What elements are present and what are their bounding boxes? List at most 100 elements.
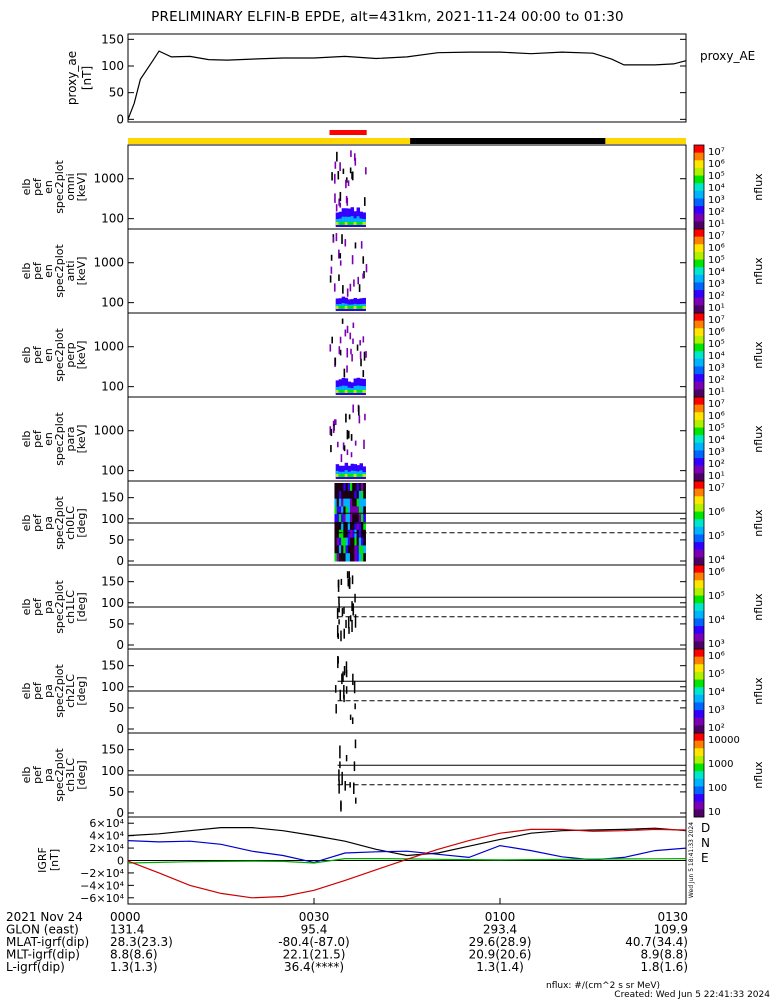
- colorbar-label: 10⁴: [708, 183, 725, 194]
- tick-label: 0: [116, 554, 124, 568]
- data-dash: [332, 420, 335, 427]
- data-dash: [338, 274, 340, 281]
- footer-cell: 131.4: [110, 923, 144, 937]
- colorbar-label: 10⁷: [708, 231, 725, 242]
- flux-cell: [338, 514, 342, 523]
- colorbar-label: 10000: [708, 735, 740, 746]
- colorbar-swatch: [694, 427, 704, 436]
- colorbar-swatch: [694, 198, 704, 207]
- flux-cell: [341, 537, 344, 546]
- flux-cell: [345, 514, 349, 523]
- colorbar-swatch: [694, 450, 704, 459]
- colorbar-swatch: [694, 335, 704, 344]
- tick-label: 150: [101, 575, 124, 589]
- flux-cell: [338, 222, 343, 225]
- tick-label: 0: [116, 638, 124, 652]
- flux-cell: [354, 514, 358, 523]
- flux-cell: [345, 553, 349, 562]
- colorbar-label: 10⁵: [708, 423, 725, 434]
- flux-cell: [341, 474, 346, 477]
- flux-cell: [336, 522, 340, 531]
- data-dash: [345, 686, 348, 694]
- data-dash: [338, 198, 340, 206]
- flux-cell: [338, 306, 343, 309]
- grf-tick-label: −2×10⁴: [80, 867, 124, 880]
- colorbar-swatch: [694, 786, 704, 795]
- flux-cell: [363, 529, 366, 539]
- flux-cell: [359, 470, 363, 476]
- data-dash: [346, 571, 349, 579]
- panel-ylabel: en: [42, 432, 55, 446]
- flux-cell: [361, 506, 364, 515]
- data-dash: [345, 177, 348, 183]
- colorbar-title: nflux: [752, 425, 765, 453]
- data-dash: [333, 173, 336, 184]
- panel-ylabel: pa: [42, 768, 55, 782]
- colorbar-swatch: [694, 557, 704, 566]
- data-dash: [348, 626, 350, 634]
- footer-cell: 40.7(34.4): [625, 935, 688, 949]
- data-dash: [334, 161, 337, 169]
- panel-ylabel: perp: [64, 342, 77, 367]
- data-dash: [354, 440, 357, 446]
- data-dash: [340, 630, 342, 642]
- colorbar-swatch: [694, 748, 704, 757]
- data-dash: [354, 593, 356, 603]
- flux-cell: [356, 471, 361, 477]
- flux-cell: [361, 483, 364, 492]
- flux-cell: [359, 474, 363, 477]
- tick-label: 150: [101, 743, 124, 757]
- footer-cell: 0100: [485, 910, 516, 924]
- data-dash: [334, 685, 337, 693]
- flux-cell: [343, 514, 347, 523]
- footer-cell: 293.4: [483, 923, 517, 937]
- panel-ylabel: spec2plot: [53, 328, 66, 382]
- tick-label: 1000: [93, 340, 124, 354]
- flux-cell: [347, 222, 352, 225]
- colorbar-label: 10⁵: [708, 255, 725, 266]
- flux-cell: [347, 514, 351, 523]
- data-dash: [333, 283, 336, 292]
- flux-cell: [363, 490, 366, 500]
- data-dash: [344, 329, 347, 337]
- colorbar-swatch: [694, 633, 704, 642]
- colorbar-swatch: [694, 794, 704, 803]
- flux-cell: [343, 537, 347, 546]
- data-dash: [346, 365, 348, 373]
- ae-legend: proxy_AE: [700, 49, 755, 63]
- colorbar-swatch: [694, 481, 704, 490]
- flux-cell: [336, 483, 340, 492]
- tick-label: 50: [109, 785, 124, 799]
- flux-cell: [344, 390, 349, 393]
- flux-cell: [341, 506, 344, 515]
- colorbar-label: 10⁴: [708, 615, 725, 626]
- data-dash: [338, 603, 340, 613]
- flux-cell: [336, 514, 340, 523]
- footer-cell: 8.9(8.8): [640, 948, 688, 962]
- flux-cell: [356, 222, 361, 225]
- data-dash: [349, 167, 352, 174]
- data-dash: [365, 264, 368, 273]
- colorbar-label: 100: [708, 783, 727, 794]
- panel-frame: [127, 396, 687, 482]
- data-dash: [334, 419, 337, 425]
- data-dash: [358, 415, 361, 424]
- data-dash: [350, 452, 353, 458]
- data-dash: [363, 270, 365, 279]
- data-dash: [348, 414, 351, 420]
- data-dash: [338, 596, 340, 604]
- data-dash: [340, 578, 343, 585]
- data-dash: [329, 275, 332, 283]
- data-dash: [352, 338, 354, 344]
- data-dash: [342, 671, 344, 683]
- colorbar-swatch: [694, 328, 704, 337]
- panel-ylabel: ch0LC: [64, 506, 77, 540]
- colorbar-swatch: [694, 717, 704, 726]
- panel-ylabel: elb: [20, 263, 33, 280]
- colorbar-frame: [693, 732, 705, 818]
- flux-cell: [353, 474, 358, 477]
- data-dash: [362, 256, 365, 264]
- panel-ylabel: pef: [31, 597, 44, 616]
- colorbar-swatch: [694, 404, 704, 413]
